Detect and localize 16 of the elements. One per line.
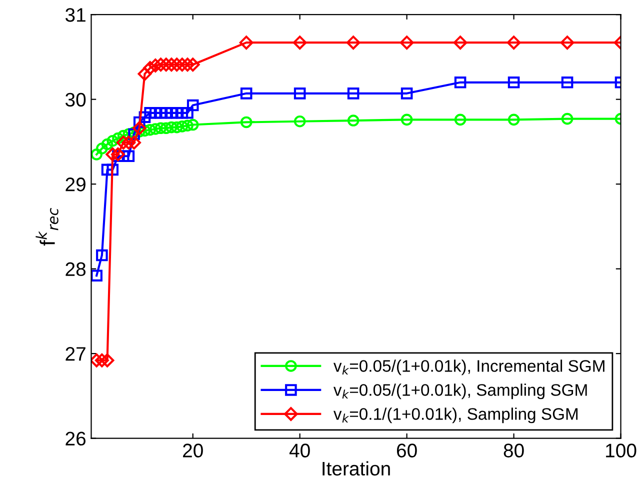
legend-label: v$_{k}$=0.05/(1+0.01k), Sampling SGM — [334, 384, 587, 400]
x-tick-label: 20 — [183, 444, 203, 458]
legend-label: v$_{k}$=0.05/(1+0.01k), Incremental SGM — [334, 360, 604, 376]
x-tick-label: 100 — [606, 444, 636, 458]
y-tick-label: 31 — [65, 8, 86, 22]
y-tick-label: 30 — [65, 92, 86, 107]
y-tick-label: 28 — [66, 262, 86, 276]
y-axis-title: f$^{k}$$_{rec}$ — [36, 208, 58, 246]
x-tick-label: 80 — [504, 444, 524, 458]
y-tick-label: 26 — [66, 432, 86, 446]
x-tick-label: 40 — [289, 444, 310, 458]
y-tick-label: 29 — [66, 178, 86, 192]
legend-label: v$_{k}$=0.1/(1+0.01k), Sampling SGM — [334, 408, 578, 424]
x-tick-label: 60 — [396, 444, 417, 458]
x-axis-title: Iteration — [322, 461, 390, 476]
y-tick-label: 27 — [66, 347, 86, 361]
